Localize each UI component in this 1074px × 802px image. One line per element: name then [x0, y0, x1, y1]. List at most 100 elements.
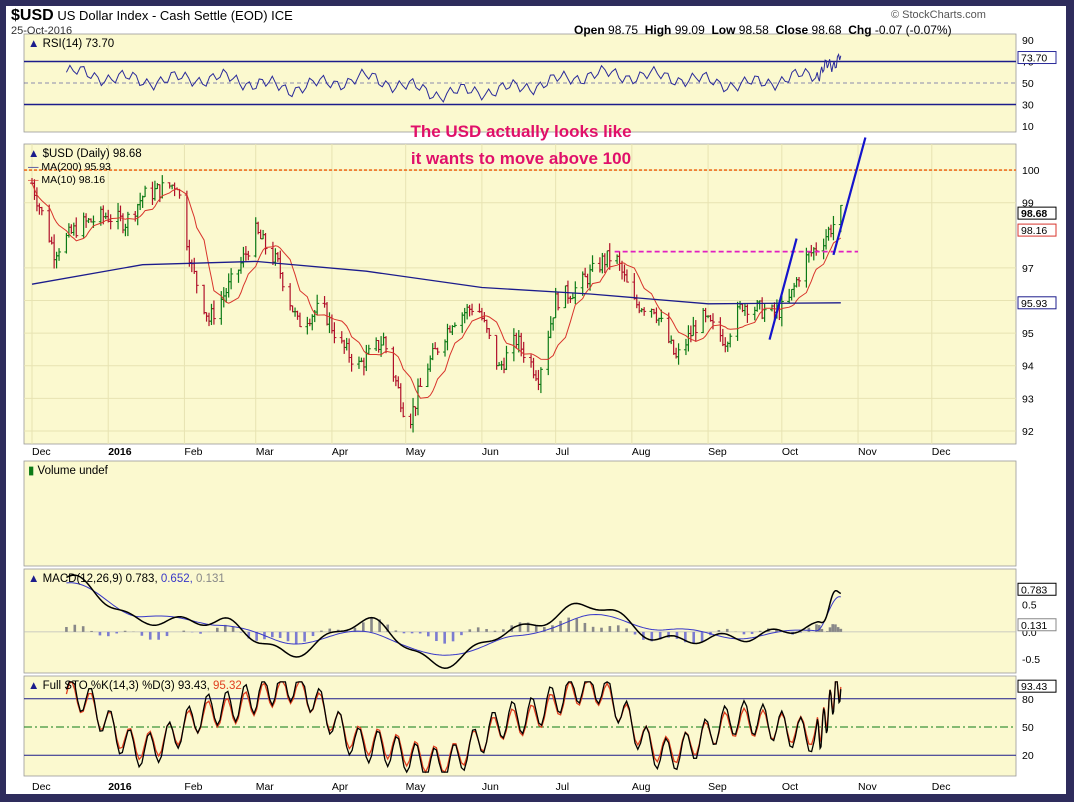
macd-histogram-bar: [600, 627, 603, 632]
macd-histogram-bar: [700, 631, 704, 642]
macd-histogram-bar: [294, 631, 298, 644]
macd-histogram-bar: [758, 630, 762, 632]
ohlc-readout: Open 98.75 High 99.09 Low 98.58 Close 98…: [574, 23, 952, 37]
x-tick-label: Feb: [184, 446, 202, 458]
macd-y-tick: 0.5: [1022, 600, 1037, 612]
sto-y-tick: 50: [1022, 722, 1034, 734]
macd-histogram-bar: [123, 630, 127, 632]
price-value-tag-text: 98.16: [1021, 225, 1047, 237]
macd-histogram-bar: [361, 622, 365, 632]
brand: © StockCharts.com: [891, 9, 986, 21]
x-tick-label: Aug: [632, 446, 651, 458]
macd-histogram-bar: [502, 629, 505, 632]
macd-histogram-bar: [239, 631, 243, 633]
macd-histogram-bar: [815, 624, 818, 632]
macd-signal-line: [66, 582, 841, 656]
sto-panel: [23, 675, 1017, 777]
macd-histogram-bar: [370, 618, 373, 632]
price-value-tag: [1017, 206, 1057, 220]
price-y-tick: 93: [1022, 393, 1034, 405]
macd-histogram-bar: [418, 631, 422, 634]
chart-date: 25-Oct-2016: [11, 25, 73, 37]
x-tick-label: Oct: [782, 781, 798, 793]
macd-histogram-bar: [98, 631, 102, 636]
macd-histogram-bar: [460, 631, 463, 636]
macd-histogram-bar: [633, 631, 637, 635]
x-tick-label: Jul: [556, 781, 569, 793]
price-panel: [23, 143, 1017, 445]
price-y-tick: 97: [1022, 263, 1034, 275]
trend-line: [832, 137, 867, 256]
x-tick-label: Dec: [32, 781, 51, 793]
macd-histogram-bar: [820, 628, 824, 632]
macd-histogram-bar: [115, 631, 119, 634]
macd-y-tick: -0.5: [1022, 654, 1040, 666]
price-y-tick: 95: [1022, 328, 1034, 340]
price-y-tick: 100: [1022, 165, 1040, 177]
volume-label: ▮ Volume undef: [28, 465, 109, 477]
macd-histogram-bar: [650, 631, 654, 642]
chart-frame: Dec Dec 2016 2016 Feb Feb Mar Mar Apr Apr May May Ju…: [6, 6, 1066, 794]
price-label: ▲ $USD (Daily) 98.68: [28, 148, 142, 160]
macd-value-tag-text: 0.783: [1021, 584, 1047, 596]
macd-histogram-bar: [73, 624, 77, 632]
instrument-name: US Dollar Index - Cash Settle (EOD) ICE: [57, 8, 293, 23]
macd-histogram-bar: [247, 631, 251, 639]
macd-histogram-bar: [81, 626, 85, 632]
macd-histogram-bar: [255, 631, 258, 641]
macd-histogram-bar: [839, 628, 843, 632]
x-tick-label: May: [406, 781, 427, 793]
macd-histogram-bar: [625, 628, 628, 632]
macd-histogram-bar: [231, 626, 235, 632]
macd-histogram-bar: [311, 631, 315, 637]
macd-histogram-bar: [826, 631, 829, 632]
macd-histogram-bar: [616, 625, 620, 632]
macd-histogram-bar: [750, 631, 754, 634]
macd-histogram-bar: [303, 631, 306, 642]
macd-histogram-bar: [658, 631, 662, 640]
x-tick-label: Nov: [858, 446, 877, 458]
macd-histogram-bar: [675, 631, 679, 639]
macd-panel: [23, 568, 1017, 674]
macd-histogram-bar: [451, 631, 455, 642]
macd-histogram-bar: [320, 630, 323, 632]
x-tick-label: Jun: [482, 781, 499, 793]
macd-histogram-bar: [667, 631, 670, 638]
sto-label: ▲ Full STO %K(14,3) %D(3) 93.43, 95.32: [28, 680, 242, 692]
macd-histogram-bar: [717, 629, 721, 632]
x-tick-label: Dec: [932, 446, 951, 458]
chart-marks: Dec Dec 2016 2016 Feb Feb Mar Mar Apr Apr May May Ju…: [24, 35, 1057, 793]
macd-histogram-bar: [199, 631, 202, 634]
x-tick-label: Sep: [708, 781, 727, 793]
title-bar: $USD US Dollar Index - Cash Settle (EOD)…: [11, 7, 293, 25]
x-tick-label: Apr: [332, 446, 349, 458]
price-y-tick: 94: [1022, 361, 1034, 373]
ma10-label: — MA(10) 98.16: [28, 174, 105, 186]
macd-histogram-bar: [65, 626, 68, 632]
x-tick-label: Mar: [256, 781, 275, 793]
macd-histogram-bar: [551, 625, 554, 632]
price-value-tag: [1017, 223, 1057, 237]
grid: [24, 144, 1016, 444]
sto-y-tick: 20: [1022, 750, 1034, 762]
macd-histogram-bar: [394, 630, 398, 632]
macd-histogram-bar: [583, 622, 587, 632]
macd-histogram-bar: [410, 631, 414, 634]
macd-histogram-bar: [831, 624, 835, 632]
macd-histogram-bar: [608, 626, 612, 632]
rsi-line: [65, 53, 842, 103]
macd-value-tag: [1017, 582, 1057, 596]
macd-histogram-bar: [836, 627, 840, 632]
macd-histogram-bar: [278, 631, 282, 638]
macd-histogram-bar: [140, 631, 144, 636]
symbol: $USD: [11, 7, 54, 24]
macd-histogram-bar: [216, 627, 219, 632]
macd-histogram-bar: [742, 631, 746, 635]
macd-histogram-bar: [828, 627, 832, 632]
macd-histogram-bar: [328, 628, 332, 632]
price-y-tick: 99: [1022, 198, 1034, 210]
ma200-label: — MA(200) 95.93: [28, 161, 111, 173]
price-value-tag-text: 98.68: [1021, 208, 1047, 220]
x-tick-label: May: [406, 446, 427, 458]
macd-histogram-bar: [684, 631, 687, 643]
